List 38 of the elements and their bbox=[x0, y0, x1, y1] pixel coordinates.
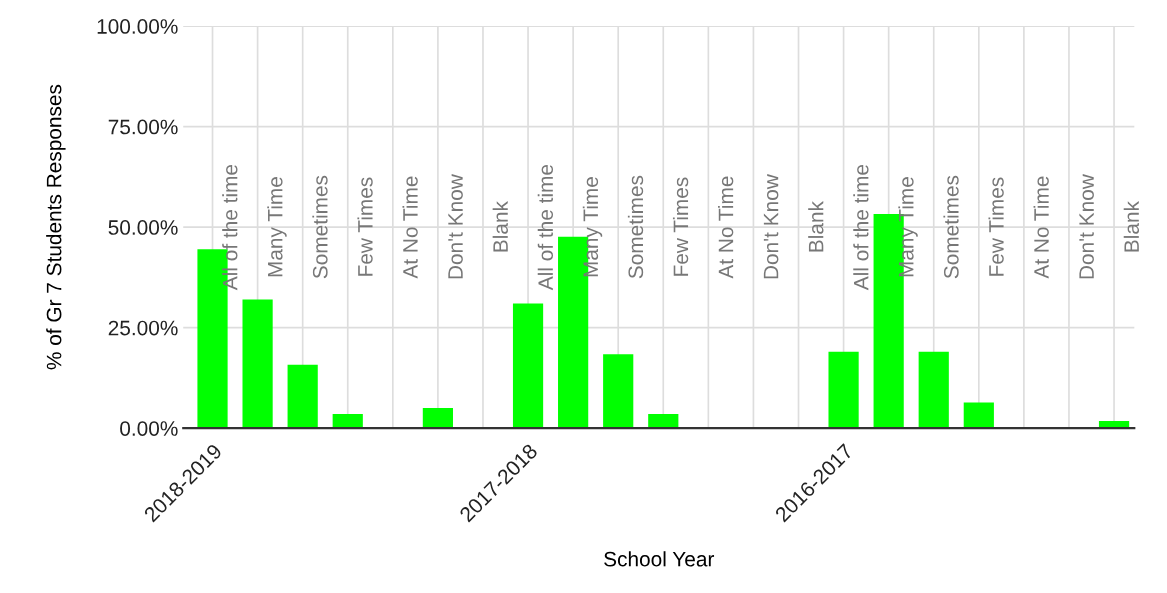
annotation: Few Times bbox=[988, 177, 1004, 276]
bar bbox=[828, 351, 859, 429]
annotation: Don't Know bbox=[1079, 174, 1094, 279]
annotation: Blank bbox=[808, 201, 824, 252]
annotation: Many Time bbox=[582, 177, 603, 277]
bar bbox=[332, 414, 363, 429]
y-tick-label: 0.00% bbox=[120, 421, 178, 436]
bar bbox=[512, 303, 544, 429]
annotation: Sometimes bbox=[943, 175, 959, 279]
annotation: Sometimes bbox=[627, 175, 644, 279]
y-tick-label: 50.00% bbox=[108, 220, 178, 235]
annotation: Many Time bbox=[267, 177, 287, 277]
annotation: At No Time bbox=[1033, 176, 1049, 279]
bar bbox=[603, 354, 634, 429]
annotation: At No Time bbox=[718, 176, 734, 279]
y-tick-label: 75.00% bbox=[108, 119, 178, 135]
bar bbox=[918, 351, 949, 429]
annotation: All of the time bbox=[853, 164, 869, 291]
bar bbox=[648, 414, 679, 429]
annotation: Blank bbox=[492, 201, 508, 252]
annotation: At No Time bbox=[402, 176, 418, 279]
annotation: All of the time bbox=[537, 164, 554, 291]
annotation: Many Time bbox=[898, 177, 918, 277]
annotation: Don't Know bbox=[448, 174, 463, 279]
bar bbox=[287, 364, 318, 429]
annotation: Few Times bbox=[672, 177, 689, 276]
bar bbox=[242, 299, 273, 429]
annotation: Don't Know bbox=[763, 174, 779, 279]
annotation: Blank bbox=[1123, 201, 1140, 252]
annotation: All of the time bbox=[222, 164, 238, 291]
x-axis-title: School Year bbox=[604, 551, 715, 567]
annotation: Few Times bbox=[357, 177, 373, 276]
bar bbox=[422, 408, 453, 429]
y-tick-label: 100.00% bbox=[97, 19, 178, 34]
y-axis-title: % of Gr 7 Students Responses bbox=[46, 84, 66, 370]
annotation: Sometimes bbox=[312, 175, 328, 279]
bar bbox=[963, 402, 994, 429]
y-tick-label: 25.00% bbox=[108, 320, 178, 336]
